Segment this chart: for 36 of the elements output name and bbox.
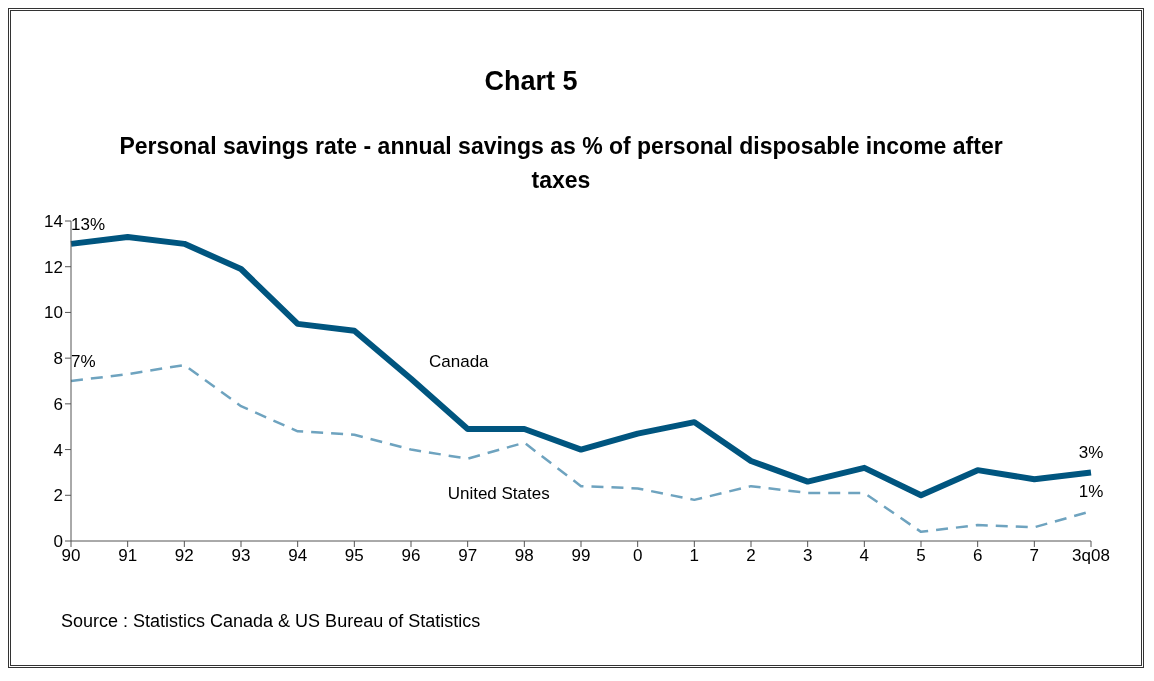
series-label: Canada xyxy=(429,351,490,371)
x-tick-label: 96 xyxy=(401,546,421,566)
x-tick-label: 2 xyxy=(746,546,756,566)
y-tick-label: 8 xyxy=(53,349,63,369)
data-label: 1% xyxy=(1078,482,1104,502)
y-tick-label: 2 xyxy=(53,486,63,506)
x-tick-label: 95 xyxy=(344,546,364,566)
x-tick-label: 3q08 xyxy=(1072,546,1110,566)
x-tick-label: 1 xyxy=(689,546,700,566)
y-tick-label: 6 xyxy=(53,394,63,414)
x-tick-label: 0 xyxy=(632,546,643,566)
series-label: United States xyxy=(447,483,550,503)
x-tick-label: 4 xyxy=(859,546,870,566)
x-tick-label: 97 xyxy=(458,546,478,566)
x-tick-label: 5 xyxy=(916,546,926,566)
source-note: Source : Statistics Canada & US Bureau of Statistics xyxy=(61,611,481,632)
x-tick-label: 3 xyxy=(802,546,813,566)
y-tick-label: 0 xyxy=(53,532,63,552)
y-tick-label: 14 xyxy=(44,212,63,232)
x-tick-label: 92 xyxy=(174,546,194,566)
y-tick-label: 4 xyxy=(53,440,63,460)
x-tick-label: 94 xyxy=(288,546,308,566)
x-tick-label: 98 xyxy=(514,546,534,566)
x-tick-label: 6 xyxy=(972,546,983,566)
chart-title: Chart 5 xyxy=(483,66,579,97)
y-tick-label: 12 xyxy=(44,257,63,277)
data-label: 7% xyxy=(71,352,96,371)
data-label: 13% xyxy=(71,214,106,234)
x-tick-label: 91 xyxy=(118,546,138,566)
chart-subtitle: Personal savings rate - annual savings as % of personal disposable income after taxes xyxy=(118,132,1004,195)
data-label: 3% xyxy=(1078,443,1104,463)
x-tick-label: 99 xyxy=(571,546,591,566)
x-tick-label: 90 xyxy=(61,546,81,566)
x-tick-label: 7 xyxy=(1029,546,1040,566)
x-tick-label: 93 xyxy=(231,546,251,566)
y-tick-label: 10 xyxy=(44,303,63,323)
